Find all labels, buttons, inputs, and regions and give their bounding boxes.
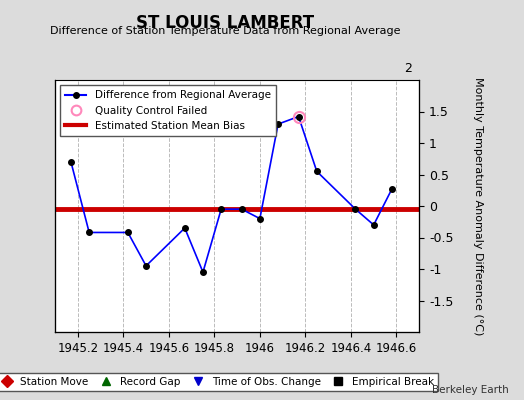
Text: Berkeley Earth: Berkeley Earth — [432, 385, 508, 395]
Y-axis label: Monthly Temperature Anomaly Difference (°C): Monthly Temperature Anomaly Difference (… — [473, 77, 483, 335]
Text: Difference of Station Temperature Data from Regional Average: Difference of Station Temperature Data f… — [50, 26, 400, 36]
Text: ST LOUIS LAMBERT: ST LOUIS LAMBERT — [136, 14, 314, 32]
Legend: Station Move, Record Gap, Time of Obs. Change, Empirical Break: Station Move, Record Gap, Time of Obs. C… — [0, 373, 438, 391]
